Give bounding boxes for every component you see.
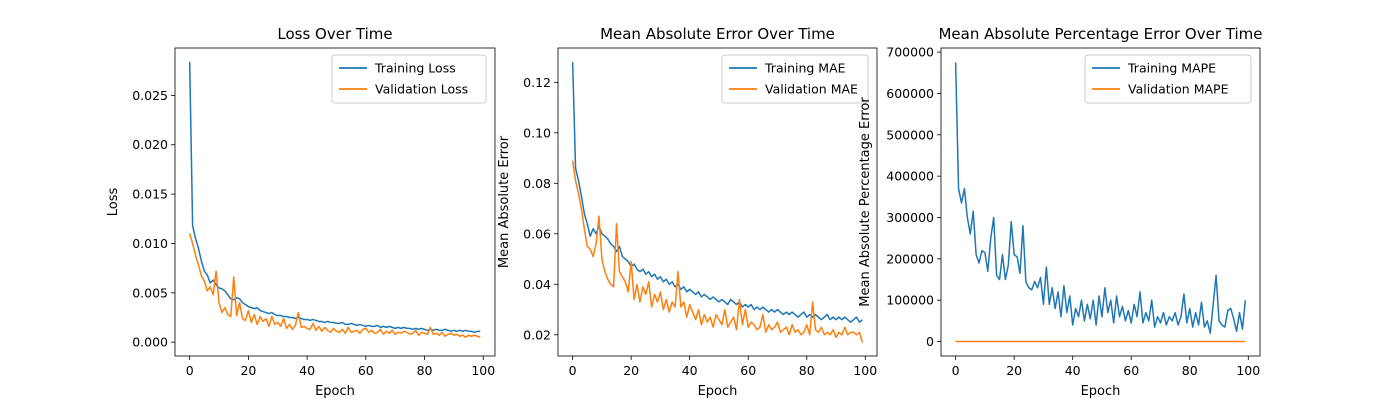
y-tick-label: 0.010 <box>132 236 168 251</box>
y-tick-label: 0.08 <box>523 176 551 191</box>
series-line-training <box>954 62 1247 335</box>
x-tick-label: 40 <box>299 363 315 378</box>
y-tick-label: 0.015 <box>132 187 168 202</box>
x-tick-label: 0 <box>952 363 960 378</box>
x-tick-label: 80 <box>1182 363 1198 378</box>
axes-frame <box>940 47 1261 357</box>
legend: Training MAE Validation MAE <box>721 54 869 104</box>
y-tick-label: 0.020 <box>132 137 168 152</box>
x-tick-label: 80 <box>799 363 815 378</box>
legend-label: Validation Loss <box>375 82 468 97</box>
y-tick-label: 0.06 <box>523 226 551 241</box>
y-tick-label: 0.12 <box>523 75 551 90</box>
x-tick-label: 60 <box>358 363 374 378</box>
x-axis-label: Epoch <box>1081 384 1121 399</box>
x-tick-label: 100 <box>1236 363 1260 378</box>
legend-frame <box>1084 54 1252 104</box>
x-tick-label: 100 <box>471 363 495 378</box>
legend: Training MAPE Validation MAPE <box>1084 54 1252 104</box>
y-tick-label: 400000 <box>886 169 934 184</box>
x-axis-label: Epoch <box>698 384 738 399</box>
y-tick-label: 100000 <box>886 293 934 308</box>
y-tick-label: 0.04 <box>523 277 551 292</box>
legend-label: Training MAPE <box>1127 61 1216 76</box>
axes-frame <box>174 47 496 357</box>
y-tick-label: 200000 <box>886 251 934 266</box>
x-tick-label: 20 <box>1006 363 1022 378</box>
x-tick-label: 0 <box>186 363 194 378</box>
legend-frame <box>331 54 487 104</box>
x-tick-label: 20 <box>240 363 256 378</box>
series-line-validation <box>571 160 864 343</box>
y-tick-label: 0.000 <box>132 335 168 350</box>
y-tick-label: 0.005 <box>132 285 168 300</box>
chart-title: Loss Over Time <box>277 25 392 43</box>
legend-label: Validation MAE <box>765 82 858 97</box>
x-tick-label: 40 <box>682 363 698 378</box>
x-axis-label: Epoch <box>315 384 355 399</box>
y-axis-label: Mean Absolute Percentage Error <box>858 97 873 307</box>
y-axis-label: Mean Absolute Error <box>497 135 512 268</box>
series-line-validation <box>188 233 481 338</box>
y-tick-label: 600000 <box>886 86 934 101</box>
legend: Training Loss Validation Loss <box>331 54 487 104</box>
x-tick-label: 20 <box>623 363 639 378</box>
y-tick-label: 0.02 <box>523 327 551 342</box>
chart-loss: 0 20 40 60 80 100 0.000 0.005 0.010 0.015 0.020 0.0… <box>106 25 496 399</box>
axes-frame <box>557 47 878 357</box>
x-tick-label: 40 <box>1065 363 1081 378</box>
chart-mae: 0 20 40 60 80 100 0.02 0.04 0.06 0.08 0.10 0.12 Mean… <box>497 25 878 399</box>
y-tick-label: 0.10 <box>523 125 551 140</box>
legend-label: Training Loss <box>374 61 456 76</box>
y-tick-label: 700000 <box>886 45 934 60</box>
y-tick-label: 0 <box>926 334 934 349</box>
y-tick-label: 0.025 <box>132 88 168 103</box>
legend-label: Training MAE <box>764 61 846 76</box>
x-tick-label: 100 <box>853 363 877 378</box>
y-tick-label: 300000 <box>886 210 934 225</box>
x-tick-label: 0 <box>569 363 577 378</box>
x-tick-label: 80 <box>417 363 433 378</box>
chart-title: Mean Absolute Error Over Time <box>600 25 835 43</box>
legend-frame <box>721 54 869 104</box>
chart-title: Mean Absolute Percentage Error Over Time <box>938 25 1262 43</box>
x-tick-label: 60 <box>740 363 756 378</box>
chart-mape: 0 20 40 60 80 100 0 100000 200000 300000 400000 500… <box>858 25 1263 399</box>
y-axis-label: Loss <box>106 188 121 217</box>
legend-label: Validation MAPE <box>1128 82 1229 97</box>
x-tick-label: 60 <box>1123 363 1139 378</box>
y-tick-label: 500000 <box>886 127 934 142</box>
